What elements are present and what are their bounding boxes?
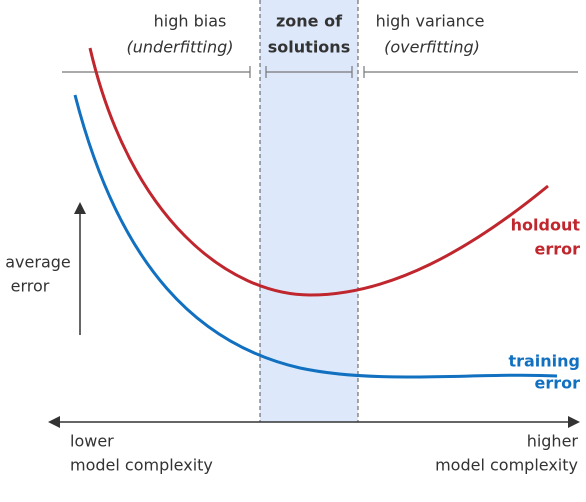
- training-curve: [73, 94, 558, 379]
- x-label: model complexity: [70, 456, 213, 475]
- zone-title: zone of: [276, 12, 343, 31]
- holdout-curve: [88, 47, 549, 297]
- zone-subtitle: (underfitting): [127, 38, 234, 57]
- holdout-label: error: [534, 240, 580, 259]
- holdout-label: holdout: [511, 216, 581, 235]
- x-arrow: [48, 416, 580, 428]
- zone-subtitle: (overfitting): [384, 38, 480, 57]
- x-label: lower: [70, 432, 114, 451]
- zone-title: high bias: [154, 12, 227, 31]
- y-label: average: [5, 253, 71, 272]
- x-label: model complexity: [435, 456, 578, 475]
- training-label: error: [534, 374, 580, 393]
- training-label: training: [508, 352, 580, 371]
- zone-rulers: [62, 66, 578, 78]
- zone-title: solutions: [268, 38, 350, 57]
- solution-zone: [260, 0, 358, 422]
- x-label: higher: [527, 432, 579, 451]
- y-arrow: [74, 202, 86, 335]
- zone-title: high variance: [376, 12, 485, 31]
- y-label: error: [11, 277, 50, 296]
